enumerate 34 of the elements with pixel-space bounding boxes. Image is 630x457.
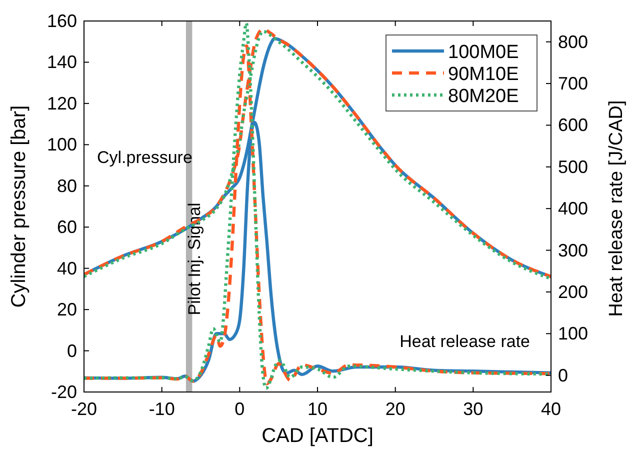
x-tick-label: 10: [307, 399, 328, 419]
y2-tick-label: 200: [558, 282, 588, 302]
x-tick-label: -10: [148, 399, 175, 419]
x-tick-label: 40: [540, 399, 562, 419]
x-tick-label: 30: [463, 399, 484, 419]
y2-tick-label: 800: [558, 32, 588, 52]
x-axis-title: CAD [ATDC]: [262, 425, 374, 447]
x-tick-label: 20: [385, 399, 406, 419]
y-tick-label: 160: [46, 11, 77, 31]
y2-tick-label: 700: [558, 74, 588, 94]
y2-tick-label: 500: [558, 156, 588, 177]
x-tick-label: -20: [70, 399, 98, 419]
y-tick-label: 100: [46, 134, 77, 155]
legend-label: 80M20E: [448, 86, 519, 107]
y2-tick-label: 0: [558, 365, 568, 386]
x-tick-label: 0: [234, 399, 245, 419]
y2-tick-label: 300: [558, 240, 588, 260]
y-tick-label: 120: [46, 93, 77, 114]
y2-tick-label: 100: [558, 324, 588, 344]
y-tick-label: 60: [56, 217, 77, 238]
annotation: Heat release rate: [400, 332, 530, 351]
y-tick-label: 80: [56, 176, 77, 196]
y2-tick-label: 600: [558, 115, 588, 136]
y-tick-label: 0: [66, 340, 77, 361]
y2-axis-title: Heat release rate [J/CAD]: [606, 100, 627, 317]
legend-label: 100M0E: [448, 42, 519, 63]
legend-label: 90M10E: [448, 64, 519, 85]
annotation: Cyl.pressure: [97, 148, 192, 167]
y-tick-label: 140: [46, 52, 77, 72]
y-tick-label: -20: [50, 382, 77, 402]
y-tick-label: 20: [56, 300, 77, 320]
y-axis-title: Cylinder pressure [bar]: [8, 105, 30, 308]
y-tick-label: 40: [56, 258, 77, 278]
y2-tick-label: 400: [558, 198, 588, 219]
